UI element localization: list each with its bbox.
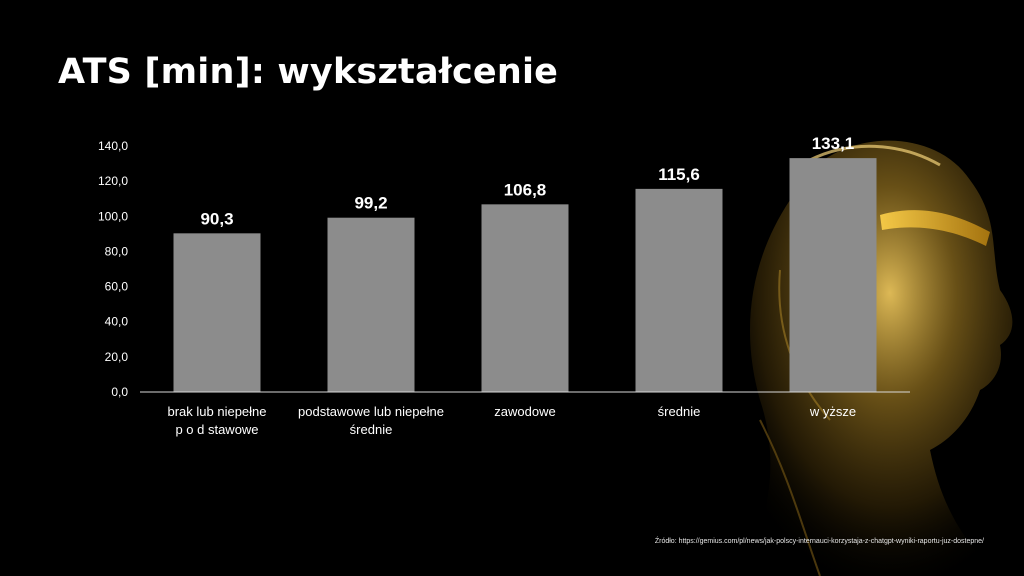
y-axis: 0,0 20,0 40,0 60,0 80,0 100,0 120,0 140,0	[98, 139, 128, 399]
data-label: 90,3	[200, 209, 233, 228]
bar	[173, 233, 261, 392]
y-tick-label: 120,0	[98, 174, 128, 188]
y-tick-label: 100,0	[98, 209, 128, 223]
data-label: 99,2	[354, 194, 387, 213]
y-tick-label: 60,0	[105, 280, 129, 294]
y-tick-label: 80,0	[105, 244, 129, 258]
x-tick-label: średnie	[658, 404, 701, 419]
x-tick-label: zawodowe	[494, 404, 555, 419]
x-tick-label: średnie	[350, 422, 393, 437]
source-note: Źródło: https://gemius.com/pl/news/jak-p…	[654, 538, 984, 545]
y-tick-label: 0,0	[111, 385, 128, 399]
y-tick-label: 140,0	[98, 139, 128, 153]
y-tick-label: 40,0	[105, 315, 129, 329]
x-axis-labels: brak lub niepełne p o d stawowe podstawowe…	[167, 404, 856, 437]
x-tick-label: w yższe	[809, 404, 856, 419]
bar	[327, 217, 415, 392]
x-tick-label: brak lub niepełne	[167, 404, 266, 419]
bar	[635, 188, 723, 392]
bars: 90,3 99,2 106,8 115,6 133,1	[173, 134, 877, 392]
data-label: 133,1	[812, 134, 855, 153]
page-title: ATS [min]: wykształcenie	[58, 52, 559, 92]
y-tick-label: 20,0	[105, 350, 129, 364]
x-tick-label: podstawowe lub niepełne	[298, 404, 444, 419]
bar	[481, 204, 569, 392]
x-tick-label: p o d stawowe	[175, 422, 258, 437]
data-label: 115,6	[658, 165, 700, 184]
data-label: 106,8	[504, 180, 547, 199]
bar	[789, 158, 877, 392]
